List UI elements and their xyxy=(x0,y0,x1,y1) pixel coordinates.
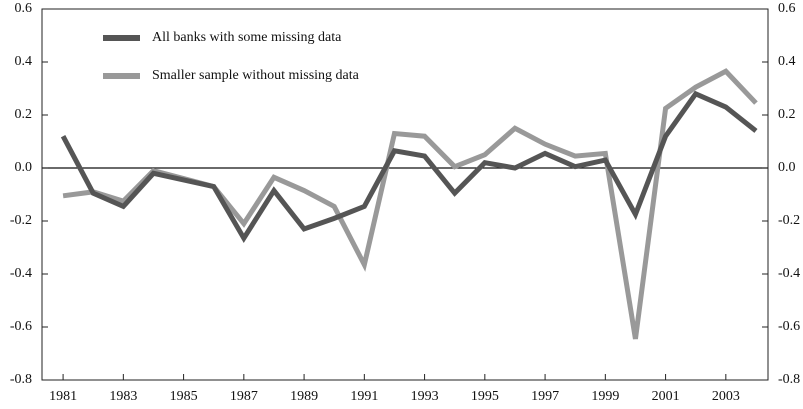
x-tick-label: 1995 xyxy=(471,389,499,404)
y-tick-label: 0.0 xyxy=(15,160,33,175)
y2-tick-label: 0.2 xyxy=(778,107,796,122)
series-line xyxy=(62,68,758,340)
y2-tick-label: 0.6 xyxy=(778,1,796,16)
x-tick-label: 2001 xyxy=(652,389,680,404)
y-tick-label: 0.2 xyxy=(15,107,33,122)
y-tick-label: 0.4 xyxy=(15,54,33,69)
y-tick-label: 0.6 xyxy=(15,1,33,16)
x-tick-label: 2003 xyxy=(712,389,740,404)
y2-tick-label: 0.0 xyxy=(778,160,796,175)
x-tick-label: 1991 xyxy=(350,389,378,404)
y-tick-label: -0.2 xyxy=(10,213,32,228)
x-tick-label: 1987 xyxy=(230,389,258,404)
x-tick-label: 1993 xyxy=(411,389,439,404)
legend-label: Smaller sample without missing data xyxy=(152,68,360,83)
y2-tick-label: -0.4 xyxy=(778,266,800,281)
x-tick-label: 1999 xyxy=(591,389,619,404)
legend-label: All banks with some missing data xyxy=(152,30,342,45)
x-tick-label: 1997 xyxy=(531,389,559,404)
y2-tick-label: -0.8 xyxy=(778,372,800,387)
y2-tick-label: 0.4 xyxy=(778,54,796,69)
x-tick-label: 1989 xyxy=(290,389,318,404)
x-tick-label: 1985 xyxy=(170,389,198,404)
y-tick-label: -0.8 xyxy=(10,372,32,387)
series-line xyxy=(60,90,758,244)
plot-frame xyxy=(41,8,769,381)
y2-tick-label: -0.6 xyxy=(778,319,800,334)
x-tick-label: 1983 xyxy=(109,389,137,404)
x-tick-label: 1981 xyxy=(49,389,77,404)
y-tick-label: -0.4 xyxy=(10,266,32,281)
y2-tick-label: -0.2 xyxy=(778,213,800,228)
y-tick-label: -0.6 xyxy=(10,319,32,334)
